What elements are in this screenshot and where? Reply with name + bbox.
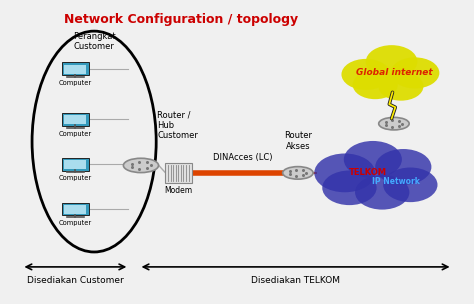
- Circle shape: [375, 149, 431, 185]
- Circle shape: [322, 171, 377, 205]
- Text: Computer: Computer: [59, 220, 92, 226]
- Circle shape: [314, 154, 375, 192]
- Text: Computer: Computer: [59, 80, 92, 86]
- FancyBboxPatch shape: [62, 203, 89, 215]
- FancyBboxPatch shape: [64, 160, 86, 169]
- Circle shape: [344, 141, 402, 178]
- Ellipse shape: [123, 158, 158, 173]
- FancyBboxPatch shape: [164, 163, 192, 183]
- Text: Router
Akses: Router Akses: [284, 131, 312, 150]
- Text: Computer: Computer: [59, 175, 92, 181]
- Ellipse shape: [379, 117, 409, 130]
- Text: TELKOM: TELKOM: [349, 168, 387, 178]
- Text: Router /
Hub
Customer: Router / Hub Customer: [157, 110, 198, 140]
- Text: Modem: Modem: [164, 186, 192, 195]
- Text: DINAcces (LC): DINAcces (LC): [213, 153, 273, 161]
- Circle shape: [391, 57, 439, 88]
- Text: Perangkat
Customer: Perangkat Customer: [73, 32, 116, 51]
- FancyBboxPatch shape: [64, 205, 86, 214]
- Text: Network Configuration / topology: Network Configuration / topology: [64, 13, 298, 26]
- Circle shape: [378, 72, 423, 101]
- Circle shape: [383, 168, 438, 202]
- FancyBboxPatch shape: [64, 64, 86, 74]
- Text: Disediakan Customer: Disediakan Customer: [27, 276, 124, 285]
- Ellipse shape: [283, 167, 313, 179]
- Circle shape: [353, 71, 398, 99]
- Text: Computer: Computer: [59, 130, 92, 136]
- FancyBboxPatch shape: [62, 62, 89, 75]
- FancyBboxPatch shape: [62, 158, 89, 171]
- Text: Disediakan TELKOM: Disediakan TELKOM: [251, 276, 340, 285]
- Circle shape: [366, 45, 417, 78]
- Text: IP Network: IP Network: [373, 177, 420, 186]
- FancyBboxPatch shape: [62, 113, 89, 126]
- Circle shape: [355, 175, 410, 209]
- Circle shape: [341, 59, 390, 90]
- FancyBboxPatch shape: [64, 115, 86, 124]
- Text: Global internet: Global internet: [356, 68, 432, 78]
